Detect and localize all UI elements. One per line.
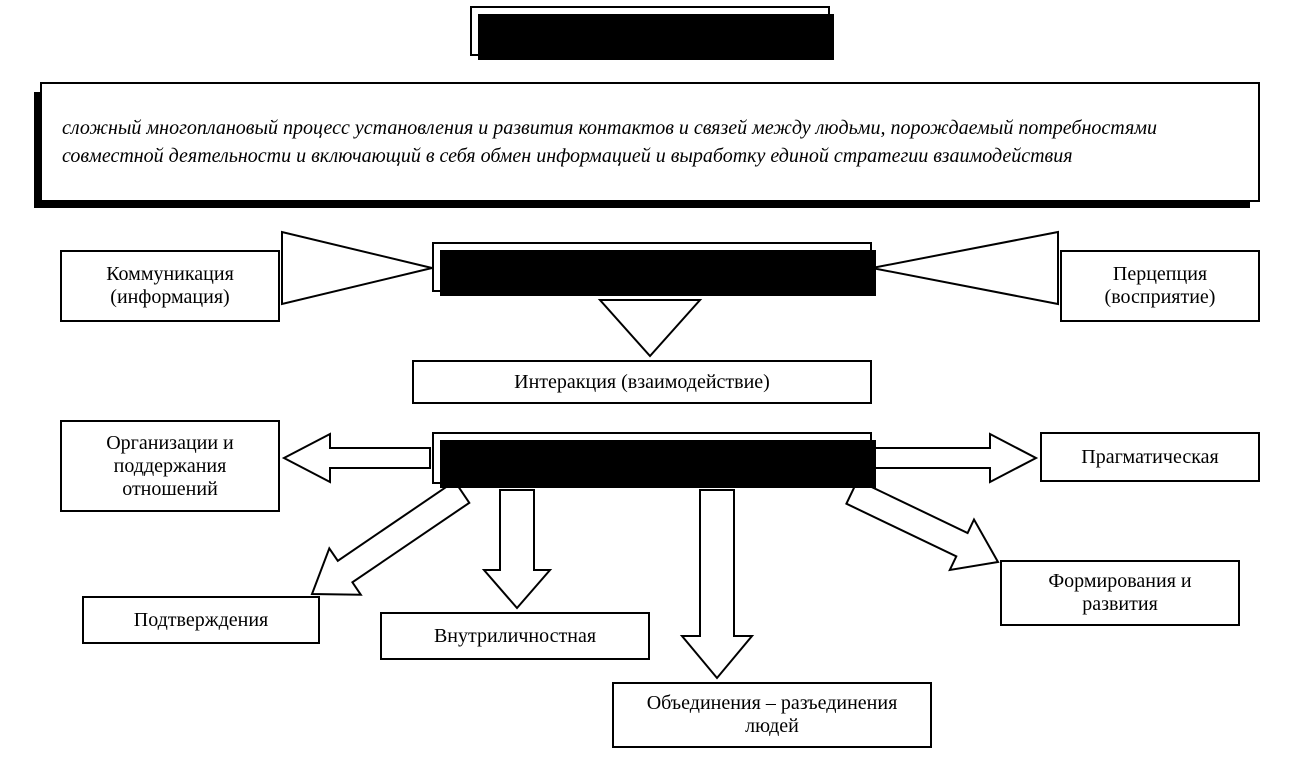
node-unite: Объединения – разъединения людей	[612, 682, 932, 748]
structure-title-text: Структура общения	[543, 254, 761, 281]
arrow-func-org	[284, 434, 430, 482]
description-text: сложный многоплановый процесс установлен…	[62, 114, 1238, 170]
arrow-struct-inter	[600, 300, 700, 356]
node-confirmation: Подтверждения	[82, 596, 320, 644]
node-pragmatic-text: Прагматическая	[1081, 446, 1218, 469]
description-box: сложный многоплановый процесс установлен…	[40, 82, 1260, 202]
node-interaction-text: Интеракция (взаимодействие)	[514, 371, 770, 394]
arrow-struct-perc	[872, 232, 1058, 304]
node-formation: Формирования и развития	[1000, 560, 1240, 626]
node-organization: Организации и поддержания отношений	[60, 420, 280, 512]
node-formation-text: Формирования и развития	[1012, 570, 1228, 616]
arrow-func-unite	[682, 490, 752, 678]
arrow-func-intra	[484, 490, 550, 608]
node-pragmatic: Прагматическая	[1040, 432, 1260, 482]
arrow-func-conf	[312, 481, 469, 595]
arrow-func-prag	[874, 434, 1036, 482]
node-communication: Коммуникация (информация)	[60, 250, 280, 322]
arrow-struct-comm	[282, 232, 432, 304]
node-organization-text: Организации и поддержания отношений	[72, 432, 268, 501]
node-interaction: Интеракция (взаимодействие)	[412, 360, 872, 404]
arrow-func-form	[846, 480, 998, 570]
node-perception-text: Перцепция (восприятие)	[1072, 263, 1248, 309]
title-text: Общение	[592, 15, 709, 47]
structure-title-box: Структура общения	[432, 242, 872, 292]
functions-title-box: Функции общения	[432, 432, 872, 484]
functions-title-text: Функции общения	[550, 445, 753, 472]
title-box: Общение	[470, 6, 830, 56]
node-communication-text: Коммуникация (информация)	[72, 263, 268, 309]
node-perception: Перцепция (восприятие)	[1060, 250, 1260, 322]
node-intrapersonal: Внутриличностная	[380, 612, 650, 660]
node-intrapersonal-text: Внутриличностная	[434, 625, 596, 648]
node-unite-text: Объединения – разъединения людей	[624, 692, 920, 738]
node-confirmation-text: Подтверждения	[134, 609, 268, 632]
